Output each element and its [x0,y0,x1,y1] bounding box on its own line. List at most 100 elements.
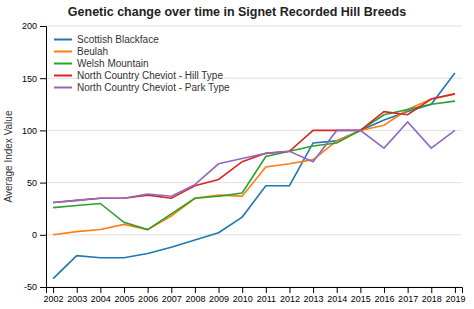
y-tick-mark [40,26,46,27]
y-tick-label: -50 [24,282,37,292]
legend-item: North Country Cheviot - Park Type [54,82,230,93]
legend-label: Welsh Mountain [77,58,149,69]
x-tick-mark [53,287,54,293]
x-tick: 2015 [351,287,371,304]
legend-swatch [54,39,72,41]
x-tick-label: 2013 [304,294,324,304]
x-tick: 2007 [162,287,182,304]
y-tick-label: 50 [27,178,37,188]
legend-label: North Country Cheviot - Hill Type [77,70,223,81]
x-axis: 20022003 20042005 2006 20072008 2009 2010 2011… [44,287,466,304]
series-line [53,122,455,202]
y-tick-label: 100 [22,126,37,136]
legend-label: Scottish Blackface [77,34,159,45]
x-tick-label: 2006 [138,294,158,304]
legend-swatch [54,75,72,77]
series-line [53,73,455,279]
legend-swatch [54,63,72,65]
y-tick-label: 0 [32,230,37,240]
legend: Scottish BlackfaceBeulahWelsh MountainNo… [54,34,230,93]
y-tick: -50 [24,282,46,292]
x-tick-mark [337,287,338,293]
x-tick: 2002 [44,287,64,304]
y-tick-mark [40,287,46,288]
y-tick: 50 [27,178,46,188]
series-line [53,94,455,203]
x-tick-mark [148,287,149,293]
chart: 20022003 20042005 2006 20072008 2009 2010 2011… [0,0,474,309]
x-tick-label: 2017 [398,294,418,304]
grid [46,26,462,287]
y-tick-mark [40,130,46,131]
y-tick-mark [40,78,46,79]
x-tick-mark [360,287,361,293]
legend-swatch [54,87,72,89]
y-tick: 150 [22,74,46,84]
legend-label: Beulah [77,46,108,57]
x-tick-mark [431,287,432,293]
y-tick: 200 [22,21,46,31]
x-tick-mark [313,287,314,293]
x-tick-label: 2010 [233,294,253,304]
y-tick: 100 [22,126,46,136]
x-tick-mark [408,287,409,293]
legend-label: North Country Cheviot - Park Type [77,82,230,93]
x-tick: 2008 [185,287,205,304]
x-tick-label: 2008 [185,294,205,304]
x-tick: 2017 [398,287,418,304]
y-tick-label: 150 [22,74,37,84]
title: Genetic change over time in Signet Recor… [68,5,406,19]
x-tick-mark [219,287,220,293]
x-tick-mark [455,287,456,293]
x-tick-label: 2002 [44,294,64,304]
x-tick-mark [289,287,290,293]
x-axis-line [47,288,463,294]
y-axis-line [40,27,47,288]
x-tick-mark [242,287,243,293]
x-tick: 2006 [138,287,158,304]
x-tick-label: 2011 [257,294,276,304]
x-tick-mark [384,287,385,293]
y-tick: 0 [32,230,46,240]
legend-swatch [54,51,72,53]
x-tick: 2003 [67,287,87,304]
x-tick-label: 2012 [280,294,300,304]
x-tick-label: 2018 [422,294,442,304]
x-tick: 2004 [91,287,111,304]
x-tick: 2018 [422,287,442,304]
x-tick: 2019 [445,287,465,304]
y-axis-title: Average Index Value [3,110,14,202]
x-tick-label: 2016 [374,294,394,304]
legend-item: North Country Cheviot - Hill Type [54,70,223,81]
y-axis: -50 0 50 100 150 200 [22,21,47,292]
x-tick-label: 2003 [67,294,87,304]
x-tick-mark [77,287,78,293]
legend-item: Beulah [54,46,108,57]
x-tick-mark [124,287,125,293]
y-tick-label: 200 [22,21,37,31]
lines [53,73,455,279]
x-tick: 2011 [257,287,276,304]
grid-line [46,234,462,235]
x-tick: 2009 [209,287,229,304]
y-tick-mark [40,183,46,184]
x-tick-label: 2014 [327,294,347,304]
y-tick-mark [40,235,46,236]
legend-item: Scottish Blackface [54,34,159,45]
x-tick: 2010 [233,287,253,304]
x-tick-mark [171,287,172,293]
x-tick-label: 2007 [162,294,182,304]
legend-item: Welsh Mountain [54,58,149,69]
x-tick-label: 2015 [351,294,371,304]
series-line [53,101,455,229]
x-tick: 2005 [114,287,134,304]
x-tick-label: 2005 [114,294,134,304]
x-tick: 2012 [280,287,300,304]
x-tick-mark [100,287,101,293]
x-tick-label: 2019 [445,294,465,304]
x-tick-mark [195,287,196,293]
x-tick-label: 2004 [91,294,111,304]
x-tick-label: 2009 [209,294,229,304]
x-tick-mark [266,287,267,293]
grid-line [46,26,462,27]
